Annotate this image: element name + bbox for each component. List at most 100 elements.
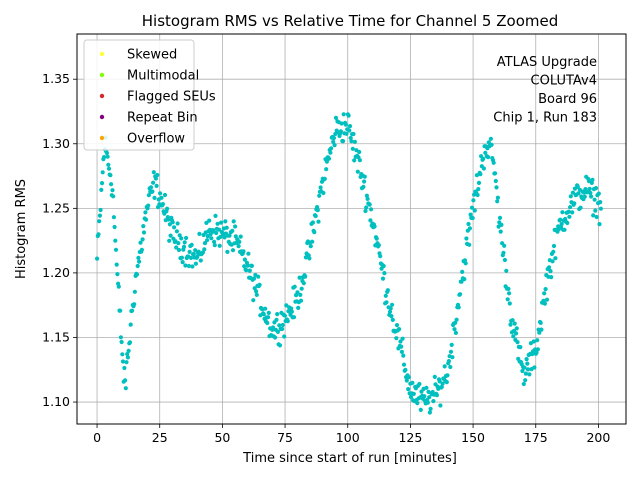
data-point (116, 284, 121, 289)
data-point (254, 292, 259, 297)
data-point (525, 361, 530, 366)
data-point (230, 228, 235, 233)
data-point (289, 309, 294, 314)
data-point (566, 209, 571, 214)
data-point (475, 192, 480, 198)
data-point (470, 215, 475, 221)
x-tick-label: 175 (524, 430, 548, 445)
data-point (542, 291, 547, 296)
data-point (219, 220, 224, 225)
data-point (216, 227, 222, 232)
data-point (567, 214, 572, 219)
data-point (539, 327, 544, 332)
data-point (329, 146, 334, 151)
data-point (560, 210, 565, 215)
data-point (247, 268, 252, 273)
data-point (442, 364, 447, 369)
data-point (168, 233, 173, 238)
data-point (160, 202, 165, 207)
data-point (170, 220, 175, 225)
data-point (418, 407, 423, 412)
data-point (187, 249, 192, 254)
data-point (394, 323, 400, 328)
data-point (146, 203, 151, 208)
data-point (417, 381, 422, 387)
data-point (257, 282, 262, 287)
data-point (583, 187, 588, 192)
data-point (136, 255, 141, 260)
data-point (244, 268, 249, 273)
data-point (511, 334, 516, 339)
data-point (427, 410, 432, 415)
data-point (151, 180, 156, 185)
data-point (310, 220, 315, 225)
data-point (297, 275, 302, 280)
data-point (114, 262, 119, 267)
data-point (448, 364, 453, 370)
data-point (152, 195, 157, 200)
data-point (576, 191, 581, 196)
data-point (525, 367, 531, 372)
data-point (346, 113, 351, 118)
data-point (422, 394, 427, 399)
data-point (471, 198, 476, 203)
data-point (464, 236, 469, 241)
data-point (495, 195, 500, 200)
data-point (241, 249, 246, 254)
data-point (582, 194, 587, 199)
data-point (151, 170, 156, 175)
data-point (427, 395, 432, 400)
data-point (538, 320, 543, 325)
legend-label: Skewed (127, 48, 177, 63)
data-point (363, 208, 368, 214)
data-point (572, 201, 577, 206)
data-point (456, 305, 461, 310)
data-point (559, 221, 564, 227)
data-point (299, 286, 304, 291)
data-point (209, 236, 214, 241)
data-point (450, 355, 455, 360)
data-point (347, 128, 352, 133)
data-point (468, 212, 473, 217)
x-axis-ticks: 0 25 50 75 100 125 150 175 200 (93, 424, 610, 445)
data-point (463, 261, 468, 266)
data-point (365, 196, 370, 201)
data-point (204, 220, 209, 225)
data-point (223, 219, 228, 224)
data-point (111, 215, 116, 220)
data-point (462, 277, 467, 282)
data-point (467, 226, 472, 231)
data-point (338, 129, 343, 134)
data-point (331, 139, 336, 144)
data-point (165, 206, 170, 211)
data-point (549, 275, 554, 280)
data-point (333, 115, 339, 120)
data-point (277, 323, 282, 328)
data-point (493, 171, 498, 176)
data-point (505, 297, 510, 302)
data-point (182, 240, 187, 245)
data-point (139, 247, 144, 252)
data-point (446, 359, 451, 364)
data-point (134, 272, 140, 277)
data-point (397, 327, 402, 332)
data-point (544, 297, 550, 302)
data-point (514, 331, 519, 336)
data-point (390, 302, 395, 307)
data-point (507, 291, 512, 296)
data-point (384, 300, 389, 305)
data-points (95, 112, 604, 415)
data-point (289, 306, 294, 311)
legend-label: Flagged SEUs (127, 90, 216, 105)
data-point (510, 318, 515, 323)
x-tick-label: 0 (93, 430, 101, 445)
data-point (592, 197, 597, 202)
data-point (390, 317, 395, 322)
data-point (195, 254, 200, 259)
data-point (308, 244, 313, 249)
data-point (125, 352, 130, 357)
data-point (227, 233, 232, 238)
data-point (340, 139, 346, 144)
data-point (596, 191, 601, 196)
data-point (100, 170, 105, 175)
